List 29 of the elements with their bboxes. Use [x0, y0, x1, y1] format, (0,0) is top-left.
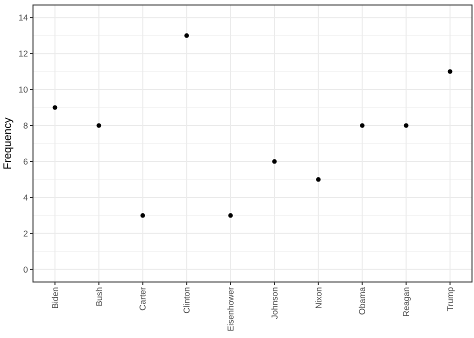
- y-tick-label: 8: [23, 120, 28, 130]
- x-tick-label: Biden: [50, 286, 60, 309]
- x-tick-label: Eisenhower: [226, 286, 236, 332]
- point: [448, 69, 452, 74]
- point: [140, 213, 146, 218]
- x-tick-label: Johnson: [269, 286, 280, 320]
- point: [228, 213, 233, 218]
- y-tick-label: 4: [23, 192, 28, 202]
- point: [360, 123, 365, 128]
- y-tick-label: 6: [23, 156, 28, 166]
- x-tick-label: Nixon: [313, 286, 324, 309]
- y-tick-label: 10: [18, 84, 28, 95]
- point: [316, 177, 321, 182]
- point: [404, 123, 408, 128]
- y-tick-label: 14: [18, 12, 28, 23]
- x-tick-label: Bush: [94, 286, 104, 306]
- point: [184, 33, 189, 38]
- point: [52, 105, 58, 110]
- y-tick-label: 2: [23, 228, 28, 238]
- x-tick-label: Clinton: [182, 286, 192, 314]
- x-tick-label: Obama: [357, 286, 368, 315]
- point: [272, 159, 277, 164]
- point: [96, 123, 102, 128]
- x-tick-label: Carter: [138, 286, 148, 311]
- y-tick-label: 0: [23, 264, 28, 274]
- y-axis-title: Frequency: [2, 117, 14, 170]
- y-tick-label: 12: [18, 48, 28, 59]
- x-tick-label: Reagan: [401, 286, 412, 317]
- x-tick-label: Trump: [445, 286, 456, 312]
